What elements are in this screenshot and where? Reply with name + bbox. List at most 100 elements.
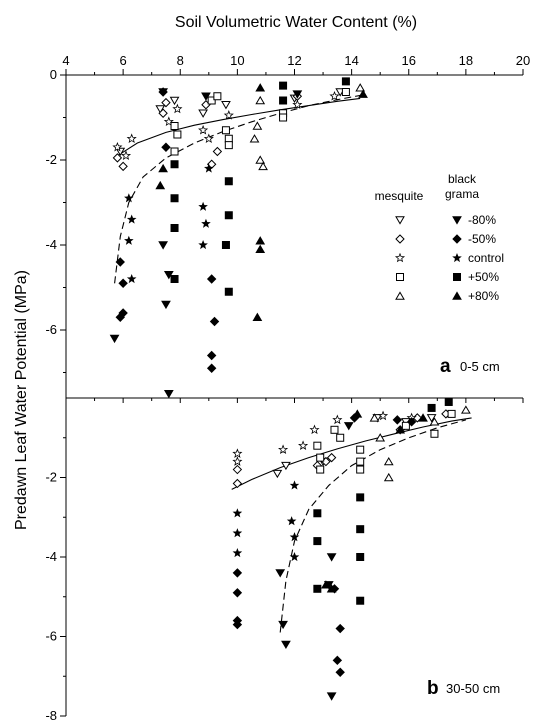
data-point <box>289 532 300 542</box>
legend-marker-mesquite <box>394 252 406 263</box>
data-point <box>252 121 263 130</box>
data-point <box>163 116 174 127</box>
data-point <box>383 457 394 466</box>
legend-header-black-grama: black grama <box>445 172 479 201</box>
legend-header-word: grama <box>445 187 479 201</box>
data-point <box>289 480 300 490</box>
data-point <box>112 141 123 152</box>
data-point <box>356 525 365 534</box>
data-point <box>341 88 350 96</box>
data-point <box>172 103 183 114</box>
data-point <box>204 163 214 173</box>
data-point <box>255 236 266 245</box>
data-point <box>118 161 128 172</box>
data-point <box>158 241 168 250</box>
data-point <box>313 509 322 518</box>
data-point <box>161 300 171 310</box>
x-tick-label: 6 <box>120 53 127 68</box>
data-point <box>326 692 337 701</box>
legend-label: control <box>468 251 504 265</box>
data-point <box>213 92 222 101</box>
y-tick-label: -6 <box>45 322 57 337</box>
data-point <box>207 96 216 105</box>
legend-marker-mesquite <box>395 291 405 300</box>
data-point <box>392 415 403 425</box>
x-tick-label: 12 <box>287 53 301 68</box>
legend-label: +50% <box>468 270 499 284</box>
data-point <box>252 312 263 321</box>
data-point <box>221 101 231 110</box>
data-point <box>313 537 322 546</box>
data-point <box>232 568 243 578</box>
data-point <box>232 508 243 518</box>
data-point <box>369 413 380 422</box>
data-point <box>356 457 365 466</box>
data-point <box>224 177 233 186</box>
data-point <box>170 194 179 203</box>
data-point <box>279 96 288 105</box>
data-point <box>278 620 288 630</box>
x-axis-title: Soil Volumetric Water Content (%) <box>175 14 417 31</box>
y-tick-label: -6 <box>45 629 57 644</box>
data-point <box>249 134 260 143</box>
data-point <box>352 409 363 418</box>
data-point <box>126 133 137 144</box>
y-tick-label: -8 <box>45 708 57 723</box>
panel-b-depth: 30-50 cm <box>446 681 500 696</box>
data-point <box>292 90 303 99</box>
data-point <box>155 105 166 114</box>
data-point <box>336 433 345 442</box>
data-point <box>198 239 208 250</box>
data-point <box>332 655 343 666</box>
data-point <box>224 287 233 296</box>
data-point <box>126 214 137 224</box>
data-point <box>203 133 214 144</box>
data-point <box>201 218 211 228</box>
data-point <box>109 334 120 344</box>
data-point <box>355 83 366 92</box>
data-point <box>161 142 171 152</box>
x-tick-label: 14 <box>344 53 358 68</box>
data-point <box>255 155 266 164</box>
data-point <box>163 271 174 280</box>
data-point <box>281 640 291 650</box>
data-point <box>201 92 211 101</box>
data-point <box>278 444 289 454</box>
data-point <box>170 147 179 156</box>
data-point <box>383 472 394 482</box>
fit-curve-solid <box>117 97 361 157</box>
x-tick-label: 4 <box>62 53 69 68</box>
legend-marker-black-grama <box>452 291 462 300</box>
legend-label: -80% <box>468 213 496 227</box>
data-point <box>221 126 230 135</box>
data-point <box>255 83 266 92</box>
data-point <box>447 409 456 418</box>
data-point <box>255 95 266 105</box>
y-tick-label: -4 <box>45 237 57 252</box>
panel-b-label: b 30-50 cm <box>427 678 500 699</box>
data-point <box>313 584 322 593</box>
legend-marker-mesquite <box>396 273 404 281</box>
data-point <box>286 516 297 526</box>
data-point <box>198 124 209 135</box>
data-point <box>309 424 320 435</box>
data-point <box>221 241 230 249</box>
data-point <box>112 153 123 163</box>
legend-marker-black-grama <box>452 216 462 225</box>
data-point <box>232 448 243 458</box>
data-point <box>356 596 365 605</box>
data-point <box>395 425 406 434</box>
data-point <box>406 417 417 427</box>
data-point <box>289 551 300 562</box>
data-point <box>418 413 428 422</box>
data-point <box>356 465 365 474</box>
legend-marker-black-grama <box>452 252 462 263</box>
data-point <box>158 163 168 173</box>
y-tick-label: -2 <box>45 152 57 167</box>
data-point <box>206 350 217 361</box>
legend-label: -50% <box>468 232 496 246</box>
data-point <box>326 584 337 593</box>
data-point <box>224 141 233 150</box>
x-tick-label: 20 <box>516 53 530 68</box>
